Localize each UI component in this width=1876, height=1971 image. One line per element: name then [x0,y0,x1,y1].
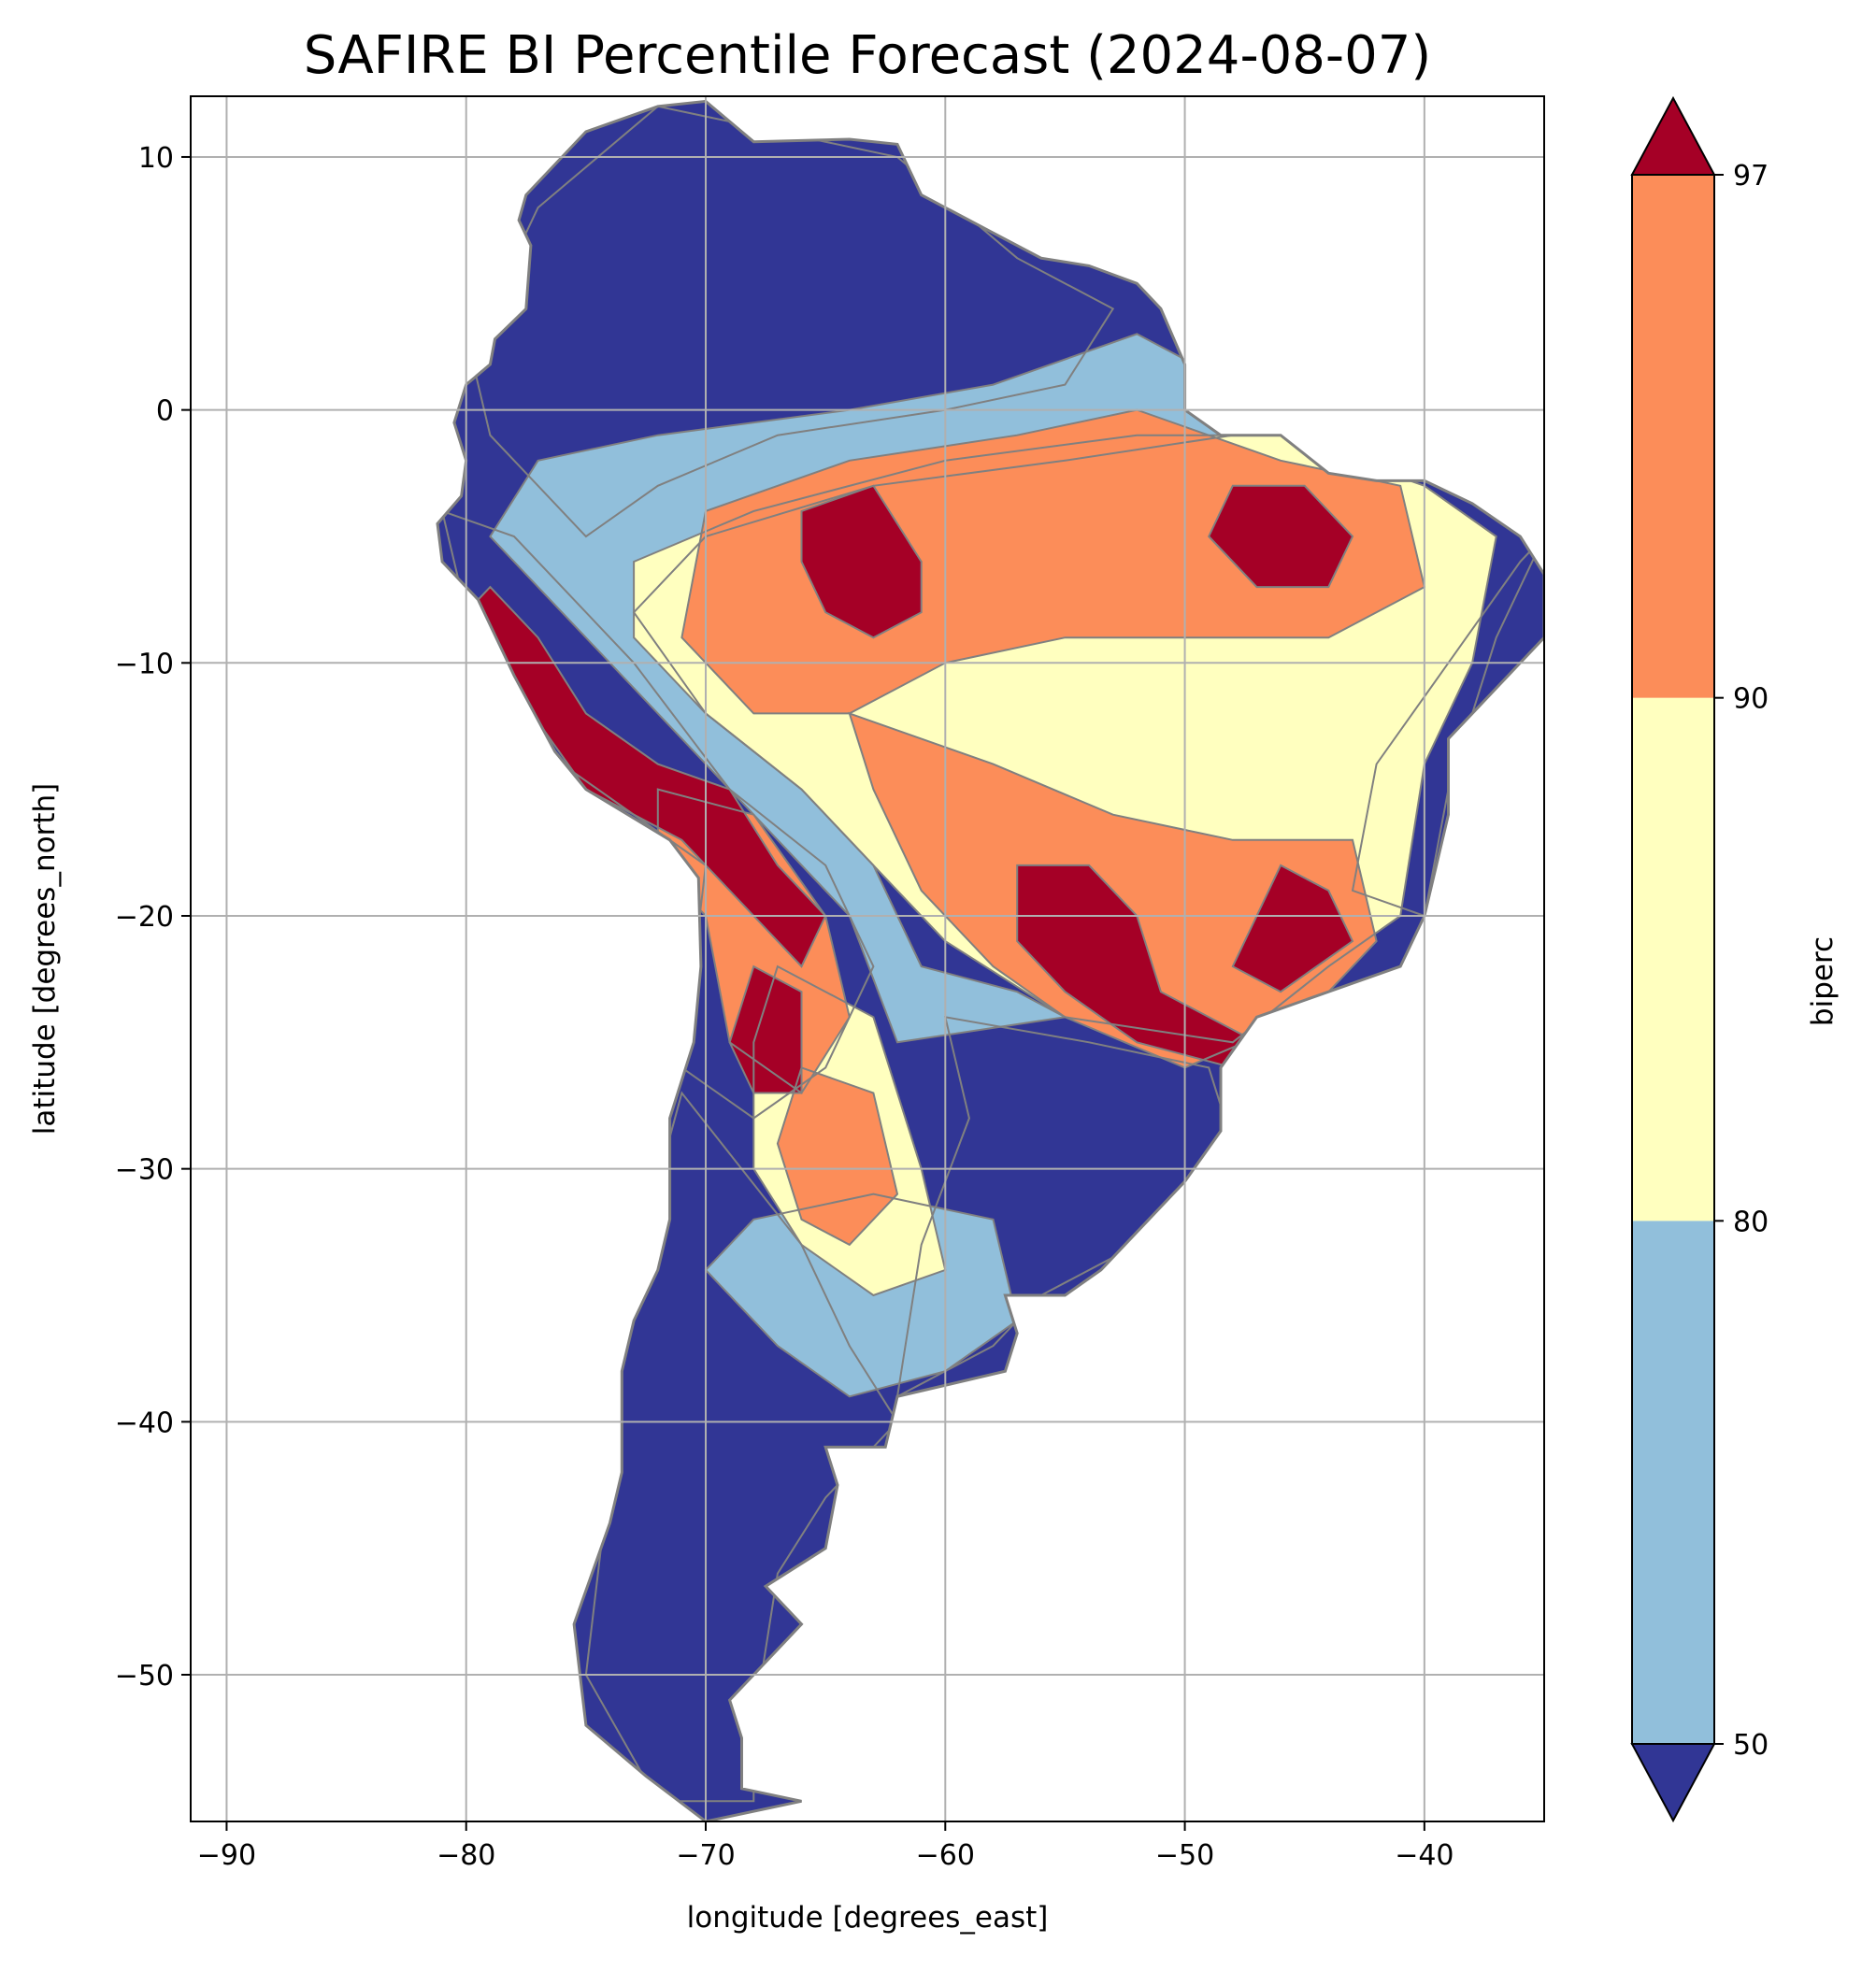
x-tick-label: −80 [437,1839,495,1872]
y-tick-label: −40 [115,1407,174,1439]
y-axis-ticks: 10 0 −10 −20 −30 −40 −50 [115,142,191,1692]
region-southern-cone [585,1093,897,1802]
y-tick-label: −20 [115,901,174,934]
land-fill [437,101,1544,1821]
border-brazil-orange-north [680,408,1426,715]
gridlines [191,96,1544,1821]
x-tick-label: −60 [916,1839,975,1872]
y-tick-label: −10 [115,648,174,680]
colorbar-label: biperc [1806,936,1840,1026]
y-tick-label: 0 [156,395,174,428]
y-axis-label: latitude [degrees_north] [28,783,62,1135]
region-minas-red [1232,864,1353,993]
region-argentina-chaco-orange [777,1067,897,1245]
y-tick-label: 10 [138,142,174,175]
chart-title: SAFIRE BI Percentile Forecast (2024-08-0… [304,25,1431,86]
region-northern-andes-amazonas [465,106,1113,537]
border-argentina-north-interior [752,964,947,1297]
colorbar-tick-label: 80 [1733,1206,1769,1238]
colorbar-tick-label: 90 [1733,683,1769,716]
colorbar-band-80_90 [1632,697,1714,1221]
map-axes: −90 −80 −70 −60 −50 −40 10 0 −10 −20 −30 −40 −50 [115,95,1545,1872]
border-argentina-chaco-orange [776,1066,899,1247]
region-maranhao-red [1209,485,1353,588]
x-axis-ticks: −90 −80 −70 −60 −50 −40 [197,1821,1454,1872]
colorbar-band-90_97 [1632,175,1714,698]
y-tick-label: −30 [115,1154,174,1187]
colorbar-tick-label: 97 [1733,160,1769,193]
border-maranhao-red [1208,484,1354,589]
border-amazonas-red [800,484,923,639]
border-atlantic-east-coast [1351,536,1544,918]
x-tick-label: −40 [1395,1839,1454,1872]
colorbar-frame [1631,174,1715,1745]
colorbar-tick-label: 50 [1733,1729,1769,1762]
axes-frame [190,95,1545,1822]
x-axis-label: longitude [degrees_east] [687,1901,1049,1935]
region-chaco-red [729,966,802,1093]
x-tick-label: −90 [197,1839,256,1872]
colorbar: 50 80 90 97 [1630,95,1769,1823]
border-chaco-red [728,964,803,1094]
y-tick-label: −50 [115,1660,174,1692]
colorbar-band-50_80 [1632,1221,1714,1744]
x-tick-label: −50 [1155,1839,1214,1872]
x-tick-label: −70 [676,1839,735,1872]
region-amazonas-red [801,485,922,638]
region-peru-andes-red [465,587,826,967]
region-amazon-edge [490,334,1233,1043]
